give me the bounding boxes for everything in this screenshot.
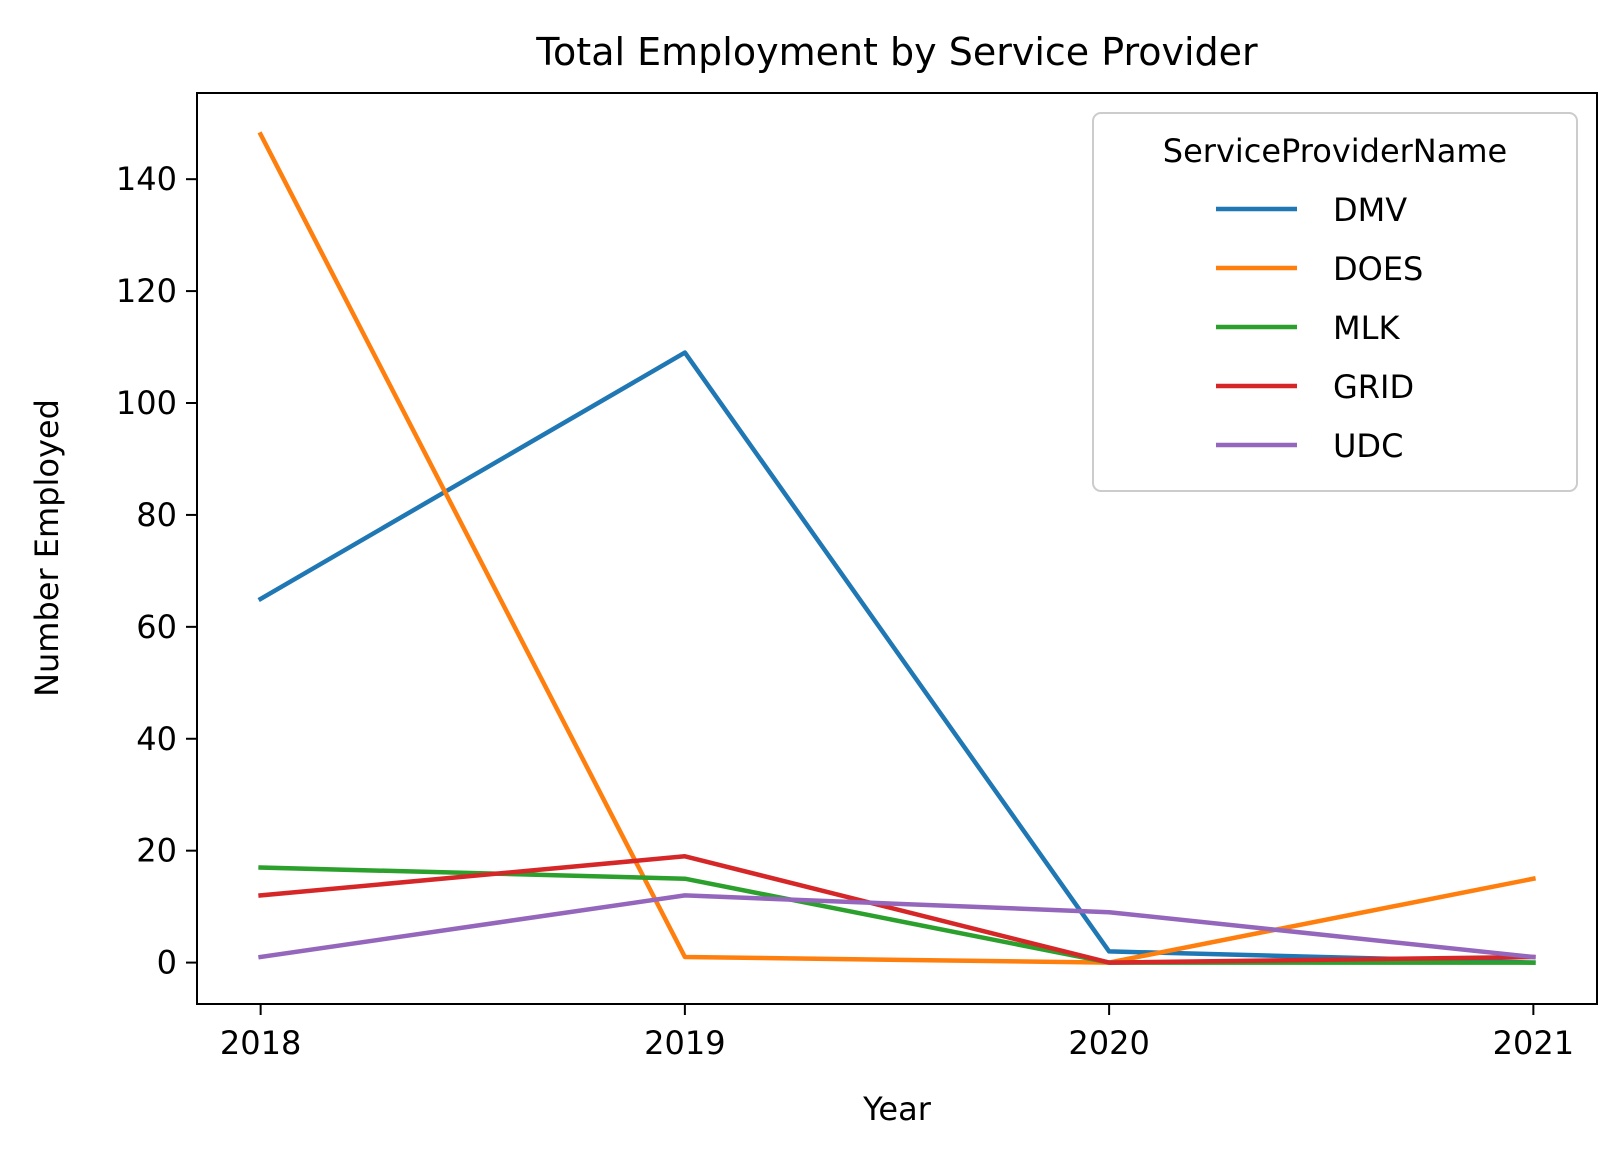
y-tick-label: 0	[157, 944, 177, 982]
series-line-dmv	[257, 350, 1536, 965]
plot-lines	[257, 131, 1537, 965]
y-tick-label: 120	[116, 272, 177, 310]
series-line-grid	[258, 854, 1536, 965]
x-tick-label: 2019	[644, 1024, 725, 1062]
x-tick-label: 2018	[220, 1024, 301, 1062]
legend-label-dmv: DMV	[1333, 191, 1407, 229]
y-tick-label: 140	[116, 160, 177, 198]
legend-box	[1092, 112, 1578, 492]
legend-label-grid: GRID	[1333, 368, 1414, 406]
y-tick-label: 80	[136, 496, 177, 534]
x-axis: 2018 2019 2020 2021	[220, 1004, 1574, 1062]
legend: ServiceProviderName DMV DOES MLK GRID UDC	[1092, 112, 1578, 492]
x-tick-label: 2021	[1493, 1024, 1574, 1062]
x-axis-title: Year	[862, 1090, 932, 1128]
y-tick-label: 40	[136, 720, 177, 758]
x-tick-label: 2020	[1068, 1024, 1149, 1062]
chart-title: Total Employment by Service Provider	[535, 30, 1258, 74]
series-line-does	[257, 131, 1537, 965]
y-tick-label: 60	[136, 608, 177, 646]
legend-entries: DMV DOES MLK GRID UDC	[1216, 191, 1423, 465]
legend-label-does: DOES	[1333, 250, 1423, 288]
y-axis: 0 20 40 60 80 100 120 140	[116, 160, 197, 982]
series-line-mlk	[258, 865, 1536, 965]
y-tick-label: 20	[136, 832, 177, 870]
legend-label-mlk: MLK	[1333, 309, 1400, 347]
legend-label-udc: UDC	[1333, 427, 1403, 465]
y-axis-title: Number Employed	[28, 399, 66, 697]
plot-frame	[196, 92, 1598, 1005]
series-line-udc	[258, 893, 1536, 960]
legend-title: ServiceProviderName	[1163, 132, 1507, 170]
y-tick-label: 100	[116, 384, 177, 422]
